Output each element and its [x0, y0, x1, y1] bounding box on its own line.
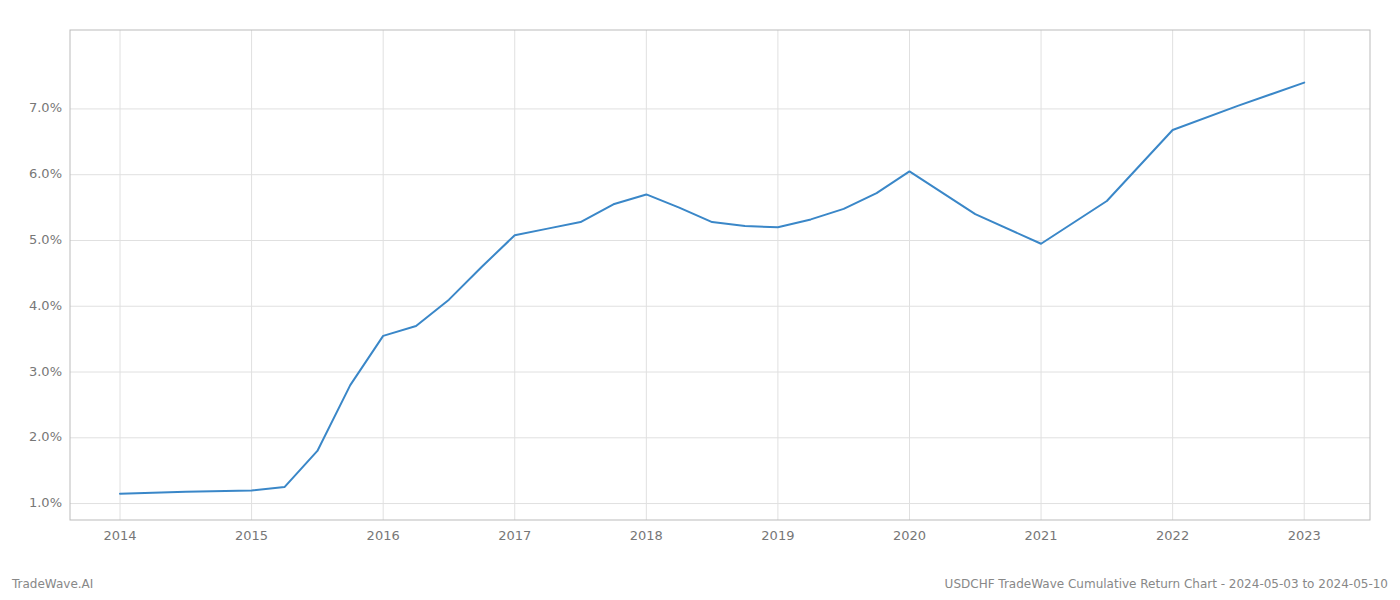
x-tick-label: 2015 [235, 528, 268, 543]
data-group [120, 83, 1304, 494]
x-grid-line [383, 30, 384, 520]
x-grid-line [120, 30, 121, 520]
x-grid-line [251, 30, 252, 520]
x-tick-label: 2016 [367, 528, 400, 543]
footer-text: USDCHF TradeWave Cumulative Return Chart… [945, 577, 1388, 591]
x-grid-line [1041, 30, 1042, 520]
chart-container: 1.0% 2.0% 3.0% 4.0% 5.0% 6.0% 7.0% 2014 2015 2016… [0, 0, 1400, 600]
y-tick-label: 1.0% [29, 495, 62, 510]
x-tick-label: 2018 [630, 528, 663, 543]
data-line [120, 83, 1304, 494]
y-tick-label: 4.0% [29, 298, 62, 313]
footer-text: TradeWave.AI [11, 577, 93, 591]
y-grid-line [70, 174, 1370, 175]
y-grid-line [70, 437, 1370, 438]
y-tick-label: 2.0% [29, 429, 62, 444]
x-grid-line [514, 30, 515, 520]
x-tick-label: 2020 [893, 528, 926, 543]
x-grid-line [777, 30, 778, 520]
y-grid-line [70, 240, 1370, 241]
x-grid-line [1172, 30, 1173, 520]
plot-frame [70, 30, 1370, 520]
grid [70, 30, 1370, 520]
y-grid-line [70, 503, 1370, 504]
x-grid-line [909, 30, 910, 520]
x-tick-label: 2022 [1156, 528, 1189, 543]
y-tick-label: 6.0% [29, 166, 62, 181]
y-tick-label: 5.0% [29, 232, 62, 247]
x-tick-label: 2019 [761, 528, 794, 543]
x-grid-line [1304, 30, 1305, 520]
y-tick-label: 7.0% [29, 100, 62, 115]
x-tick-label: 2023 [1288, 528, 1321, 543]
x-grid-line [646, 30, 647, 520]
x-tick-label: 2021 [1025, 528, 1058, 543]
x-tick-label: 2017 [498, 528, 531, 543]
y-grid-line [70, 108, 1370, 109]
y-grid-line [70, 306, 1370, 307]
x-tick-label: 2014 [103, 528, 136, 543]
y-tick-label: 3.0% [29, 364, 62, 379]
y-grid-line [70, 372, 1370, 373]
background [0, 0, 1400, 600]
chart-svg: 1.0% 2.0% 3.0% 4.0% 5.0% 6.0% 7.0% 2014 2015 2016… [0, 0, 1400, 600]
